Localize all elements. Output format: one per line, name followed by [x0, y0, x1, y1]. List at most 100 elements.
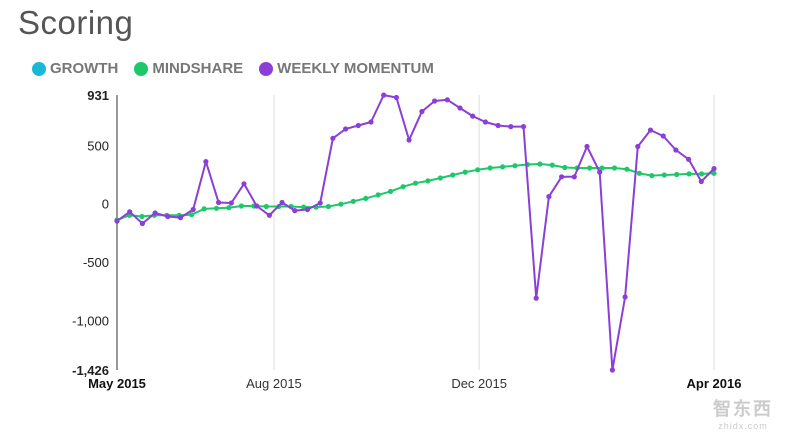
weekly-momentum-point [533, 295, 539, 301]
weekly-momentum-point [190, 206, 196, 213]
legend-label-weekly-momentum: WEEKLY MOMENTUM [277, 60, 434, 77]
weekly-momentum-point [432, 98, 438, 104]
y-tick-label: 500 [87, 138, 109, 153]
weekly-momentum-point [165, 213, 171, 220]
weekly-momentum-point [216, 199, 222, 206]
mindshare-dot-icon [134, 61, 149, 76]
weekly-momentum-point [597, 169, 603, 175]
weekly-momentum-point [546, 194, 552, 200]
y-tick-label: 931 [87, 88, 109, 103]
legend-item-weekly-momentum[interactable]: WEEKLY MOMENTUM [259, 60, 434, 77]
weekly-momentum-point [686, 156, 692, 162]
mindshare-point [437, 175, 443, 181]
mindshare-point [611, 165, 618, 171]
mindshare-point [562, 164, 568, 171]
weekly-momentum-point [254, 203, 260, 209]
weekly-momentum-point [279, 199, 285, 206]
weekly-momentum-point [152, 210, 158, 216]
y-tick-label: 0 [102, 197, 109, 212]
weekly-momentum-point [647, 127, 654, 133]
y-tick-label: -1,000 [72, 313, 109, 328]
mindshare-line [116, 163, 715, 221]
legend-label-growth: GROWTH [50, 60, 119, 77]
mindshare-point [400, 184, 406, 190]
weekly-momentum-point [343, 126, 349, 132]
mindshare-point [636, 170, 643, 176]
weekly-momentum-line [116, 94, 715, 371]
mindshare-point [500, 164, 506, 170]
mindshare-point [549, 162, 555, 168]
chart-title: Scoring [18, 4, 134, 41]
weekly-momentum-point [304, 206, 311, 213]
weekly-momentum-point [444, 97, 450, 103]
weekly-momentum-point [482, 119, 488, 125]
weekly-momentum-point [660, 133, 666, 139]
growth-dot-icon [32, 61, 46, 76]
weekly-momentum-point [393, 94, 399, 101]
weekly-momentum-dot-icon [259, 61, 274, 76]
mindshare-point [338, 201, 344, 207]
mindshare-point [450, 172, 456, 178]
weekly-momentum-point [495, 122, 501, 129]
x-tick-label: May 2015 [88, 376, 146, 391]
weekly-momentum-point [317, 200, 323, 206]
mindshare-point [599, 165, 605, 171]
mindshare-point [512, 163, 518, 169]
weekly-momentum-point [127, 209, 133, 215]
weekly-momentum-point [622, 294, 628, 300]
weekly-momentum-point [114, 218, 120, 224]
weekly-momentum-point [330, 135, 336, 141]
weekly-momentum-point [381, 92, 387, 98]
weekly-momentum-point [457, 105, 463, 111]
weekly-momentum-point [508, 124, 514, 130]
watermark: 智东西 zhidx.com [713, 395, 773, 431]
weekly-momentum-point [609, 367, 616, 373]
weekly-momentum-point [698, 178, 704, 185]
weekly-momentum-point [711, 166, 717, 172]
mindshare-point [226, 205, 232, 211]
mindshare-point [699, 171, 705, 177]
mindshare-point [201, 206, 207, 212]
weekly-momentum-point [571, 174, 577, 180]
x-tick-label: Aug 2015 [246, 376, 302, 391]
weekly-momentum-point [241, 181, 247, 187]
mindshare-point [711, 170, 717, 176]
watermark-url: zhidx.com [718, 421, 768, 431]
legend-item-growth[interactable]: GROWTH [32, 60, 118, 77]
x-tick-label: Apr 2016 [687, 376, 742, 391]
weekly-momentum-point [419, 108, 425, 115]
mindshare-point [462, 169, 468, 175]
weekly-momentum-point [635, 143, 641, 150]
mindshare-point [301, 204, 307, 210]
legend-label-mindshare: MINDSHARE [152, 60, 244, 77]
mindshare-point [649, 173, 655, 179]
mindshare-point [375, 192, 381, 198]
mindshare-point [686, 171, 692, 177]
mindshare-point [425, 178, 431, 184]
watermark-logo: 智东西 [713, 399, 773, 419]
weekly-momentum-point [292, 208, 298, 214]
weekly-momentum-point [673, 147, 679, 153]
mindshare-point [350, 198, 356, 204]
mindshare-point [537, 161, 543, 167]
weekly-momentum-point [139, 220, 145, 227]
weekly-momentum-point [470, 113, 476, 119]
mindshare-point [412, 180, 419, 186]
x-tick-label: Dec 2015 [451, 376, 507, 391]
y-tick-label: -500 [83, 255, 109, 270]
mindshare-point [661, 172, 667, 178]
mindshare-point [624, 166, 630, 172]
mindshare-point [189, 212, 195, 218]
weekly-momentum-point [559, 174, 565, 180]
weekly-momentum-point [228, 200, 234, 206]
mindshare-point [363, 195, 369, 201]
weekly-momentum-point [406, 137, 412, 143]
legend-item-mindshare[interactable]: MINDSHARE [134, 60, 243, 77]
mindshare-point [263, 203, 269, 210]
weekly-momentum-point [266, 212, 272, 218]
mindshare-point [238, 203, 244, 209]
mindshare-point [139, 213, 145, 220]
mindshare-point [475, 167, 481, 173]
y-tick-label: -1,426 [72, 363, 109, 378]
